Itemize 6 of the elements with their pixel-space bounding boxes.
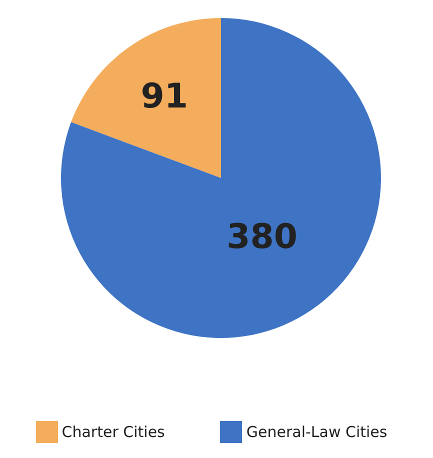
data-label: 91: [140, 76, 188, 117]
pie-slice: [71, 18, 221, 178]
legend-label: Charter Cities: [62, 423, 165, 441]
data-label: 380: [226, 217, 298, 258]
legend-label: General-Law Cities: [246, 423, 388, 441]
pie-slice: [61, 18, 381, 338]
